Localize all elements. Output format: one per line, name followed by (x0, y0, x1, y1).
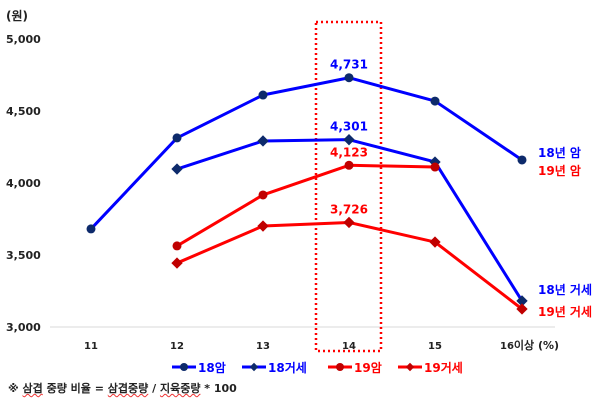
y-tick-label: 3,000 (6, 321, 41, 334)
x-tick-label: 15 (428, 341, 442, 352)
y-tick-label: 3,500 (6, 249, 41, 262)
series-line (176, 220, 523, 311)
series-line (176, 163, 436, 248)
data-point-circle (344, 73, 354, 83)
series-end-label: 19년 암 (538, 164, 581, 178)
data-point-diamond (429, 236, 441, 248)
data-point-diamond (257, 220, 269, 232)
legend-marker-circle (180, 363, 188, 371)
y-tick-label: 5,000 (6, 33, 41, 46)
footnote-text: * 100 (200, 382, 237, 395)
footnote-text: 중량 비율 = (42, 382, 108, 395)
data-label: 4,731 (330, 58, 368, 72)
footnote-text: / (148, 382, 160, 395)
x-tick-label: 13 (256, 341, 270, 352)
y-tick-label: 4,500 (6, 105, 41, 118)
data-label: 4,123 (330, 145, 368, 159)
data-point-circle (430, 96, 440, 106)
footnote-word: 삼겹 (22, 382, 43, 395)
x-tick-label: 14 (342, 341, 356, 352)
legend-label: 18거세 (268, 360, 307, 375)
footnote-word: 삼겹중량 (107, 382, 149, 395)
series-end-label: 18년 거세 (538, 282, 592, 297)
legend-marker-circle (336, 363, 344, 371)
footnote-prefix: ※ (8, 382, 23, 395)
data-point-diamond (171, 163, 183, 175)
legend-label: 19암 (354, 361, 382, 375)
highlight-box (314, 20, 383, 353)
data-point-diamond (516, 303, 528, 315)
data-point-circle (172, 133, 182, 143)
data-label: 4,301 (330, 120, 368, 134)
data-point-diamond (516, 295, 528, 307)
y-axis-unit: (원) (6, 9, 28, 23)
data-label: 3,726 (330, 202, 368, 216)
footnote-word: 지육중량 (159, 382, 201, 395)
data-point-circle (517, 155, 527, 165)
legend-label: 19거세 (424, 360, 463, 375)
data-point-diamond (171, 257, 183, 269)
x-tick-label: 12 (170, 341, 184, 352)
data-point-diamond (257, 135, 269, 147)
x-tick-label: 16이상 (%) (500, 338, 559, 352)
legend-marker-diamond (249, 362, 259, 372)
data-point-circle (430, 162, 440, 172)
legend-marker-diamond (405, 362, 415, 372)
y-tick-label: 4,000 (6, 177, 41, 190)
data-point-diamond (343, 216, 355, 229)
series-line (89, 76, 523, 230)
data-point-circle (344, 160, 354, 170)
series-end-label: 19년 거세 (538, 304, 592, 319)
footnote: ※ 삼겹 중량 비율 = 삼겹중량 / 지육중량 * 100 (8, 380, 237, 396)
data-point-circle (172, 241, 182, 251)
series-end-label: 18년 암 (538, 146, 581, 160)
data-point-circle (258, 90, 268, 100)
x-tick-label: 11 (84, 341, 98, 352)
data-point-diamond (343, 133, 355, 146)
legend-label: 18암 (198, 361, 226, 375)
data-point-circle (86, 224, 96, 234)
data-point-circle (258, 190, 268, 200)
